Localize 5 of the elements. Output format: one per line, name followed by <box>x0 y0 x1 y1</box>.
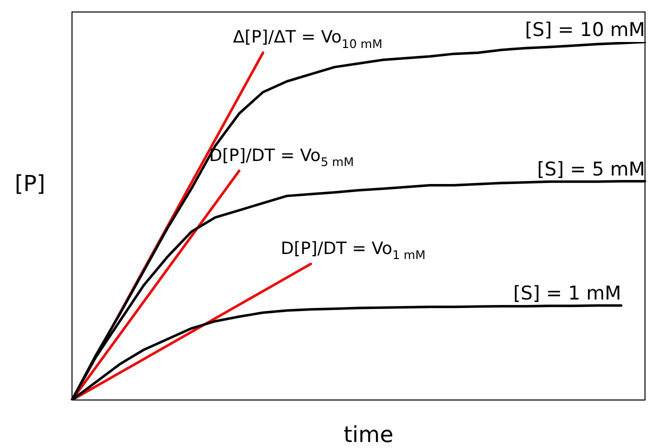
series-label: [S] = 5 mM <box>537 158 646 180</box>
series-label: [S] = 10 mM <box>525 19 646 41</box>
y-axis-title: [P] <box>14 172 46 197</box>
x-axis-title: time <box>344 423 394 448</box>
series-label: [S] = 1 mM <box>513 282 622 304</box>
